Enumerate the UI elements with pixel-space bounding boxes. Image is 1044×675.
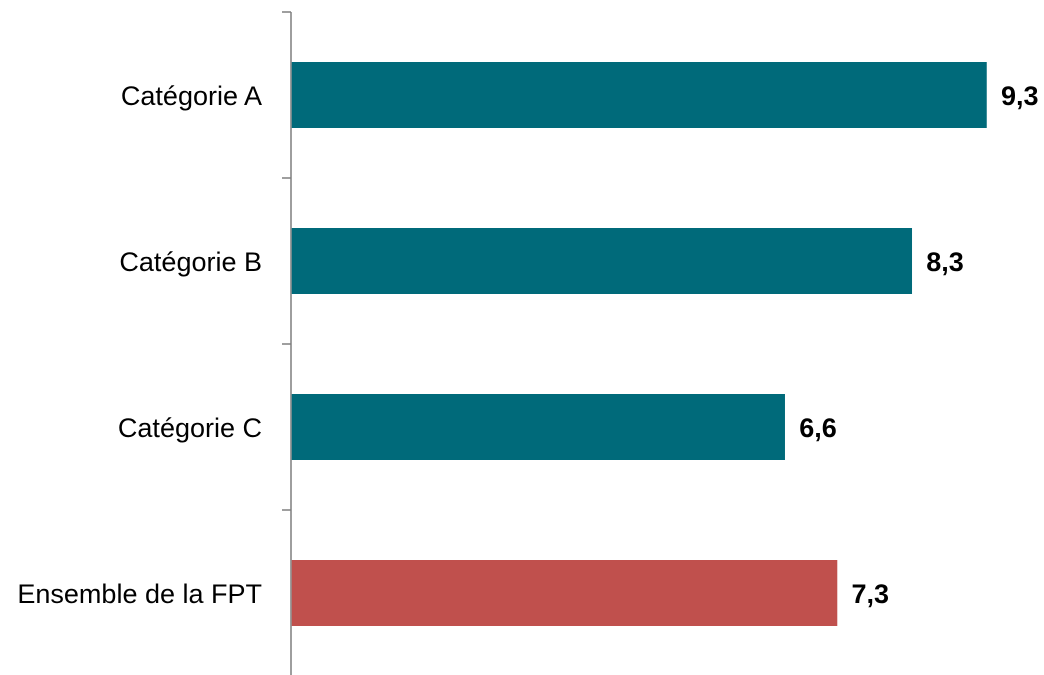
bar: [291, 62, 987, 128]
bar: [291, 228, 913, 294]
category-label: Catégorie C: [118, 413, 262, 443]
labels-group: Catégorie A 9,3 Catégorie B 8,3 Catégorie C 6…: [17, 81, 1038, 609]
value-label: 6,6: [799, 413, 837, 443]
bar: [291, 560, 838, 626]
category-label: Catégorie A: [121, 81, 262, 111]
value-label: 7,3: [852, 579, 890, 609]
category-axis: [282, 11, 292, 675]
category-label: Catégorie B: [119, 247, 262, 277]
bars-group: [291, 62, 987, 626]
value-label: 9,3: [1001, 81, 1039, 111]
bar: [291, 394, 785, 460]
category-label: Ensemble de la FPT: [17, 579, 262, 609]
value-label: 8,3: [926, 247, 964, 277]
